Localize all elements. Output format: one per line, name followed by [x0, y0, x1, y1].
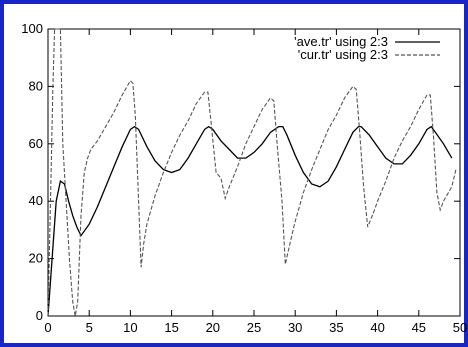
series-layer [47, 28, 457, 317]
legend-label: 'ave.tr' using 2:3 [294, 34, 388, 49]
x-tick-label: 45 [412, 320, 426, 335]
x-tick-label: 20 [206, 320, 220, 335]
x-tick-label: 10 [123, 320, 137, 335]
x-tick-label: 5 [86, 320, 93, 335]
x-tick-label: 0 [44, 320, 51, 335]
y-tick-label: 40 [29, 193, 43, 208]
y-tick-label: 0 [36, 308, 43, 323]
x-tick-label: 40 [370, 320, 384, 335]
plot-area [47, 28, 461, 317]
x-tick-label: 25 [247, 320, 261, 335]
legend-label: 'cur.tr' using 2:3 [298, 47, 388, 62]
x-tick-label: 30 [288, 320, 302, 335]
y-tick-label: 80 [29, 78, 43, 93]
y-tick-label: 100 [21, 21, 43, 36]
y-tick-label: 60 [29, 136, 43, 151]
legend: 'ave.tr' using 2:3'cur.tr' using 2:3 [294, 34, 440, 62]
x-tick-label: 15 [164, 320, 178, 335]
x-tick-label: 50 [453, 320, 467, 335]
axis-ticks: 0 5 10 15 20 25 30 35 40 45 50 0 20 40 60 80 100 [21, 21, 467, 335]
ave-series-line [47, 125, 453, 317]
cur-series-line [47, 28, 457, 317]
x-tick-label: 35 [329, 320, 343, 335]
y-tick-label: 20 [29, 251, 43, 266]
